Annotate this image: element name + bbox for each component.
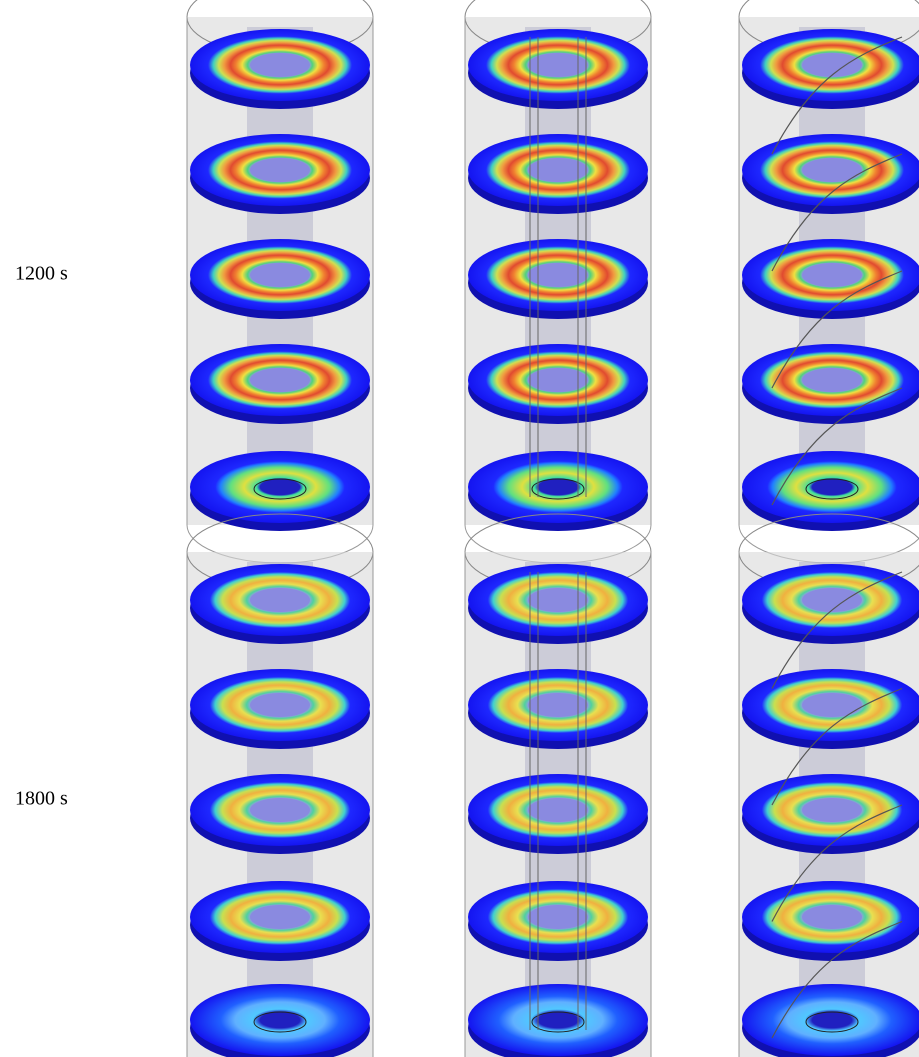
- column-section: [250, 53, 310, 77]
- column-section: [802, 263, 862, 287]
- column-section: [528, 158, 588, 182]
- row-label: 1200 s: [15, 263, 68, 285]
- column-section: [528, 588, 588, 612]
- column-section: [802, 693, 862, 717]
- disk: [190, 451, 370, 523]
- disk: [742, 451, 919, 523]
- disk: [468, 984, 648, 1056]
- column-section: [802, 588, 862, 612]
- column-section: [528, 368, 588, 392]
- disk: [190, 984, 370, 1056]
- cylinder: [739, 0, 919, 563]
- column-section: [250, 798, 310, 822]
- column-section: [802, 53, 862, 77]
- cylinder: [465, 514, 651, 1057]
- column-section: [250, 693, 310, 717]
- column-section: [250, 158, 310, 182]
- column-section: [250, 905, 310, 929]
- column-section: [250, 263, 310, 287]
- column-section: [528, 905, 588, 929]
- cylinder: [187, 514, 373, 1057]
- cylinder: [739, 514, 919, 1057]
- column-section: [528, 263, 588, 287]
- column-section: [250, 588, 310, 612]
- cylinder: [465, 0, 651, 563]
- column-section: [528, 798, 588, 822]
- column-section: [802, 158, 862, 182]
- column-section: [528, 693, 588, 717]
- column-section: [802, 905, 862, 929]
- column-section: [250, 368, 310, 392]
- page: 1200 s 1800 s (() => { const data = JSON…: [0, 0, 919, 1057]
- column-section: [528, 53, 588, 77]
- row-label: 1800 s: [15, 788, 68, 810]
- disk: [742, 984, 919, 1056]
- column-section: [802, 368, 862, 392]
- figure: 1200 s 1800 s: [0, 0, 919, 1057]
- disk: [468, 451, 648, 523]
- cylinder: [187, 0, 373, 563]
- column-section: [802, 798, 862, 822]
